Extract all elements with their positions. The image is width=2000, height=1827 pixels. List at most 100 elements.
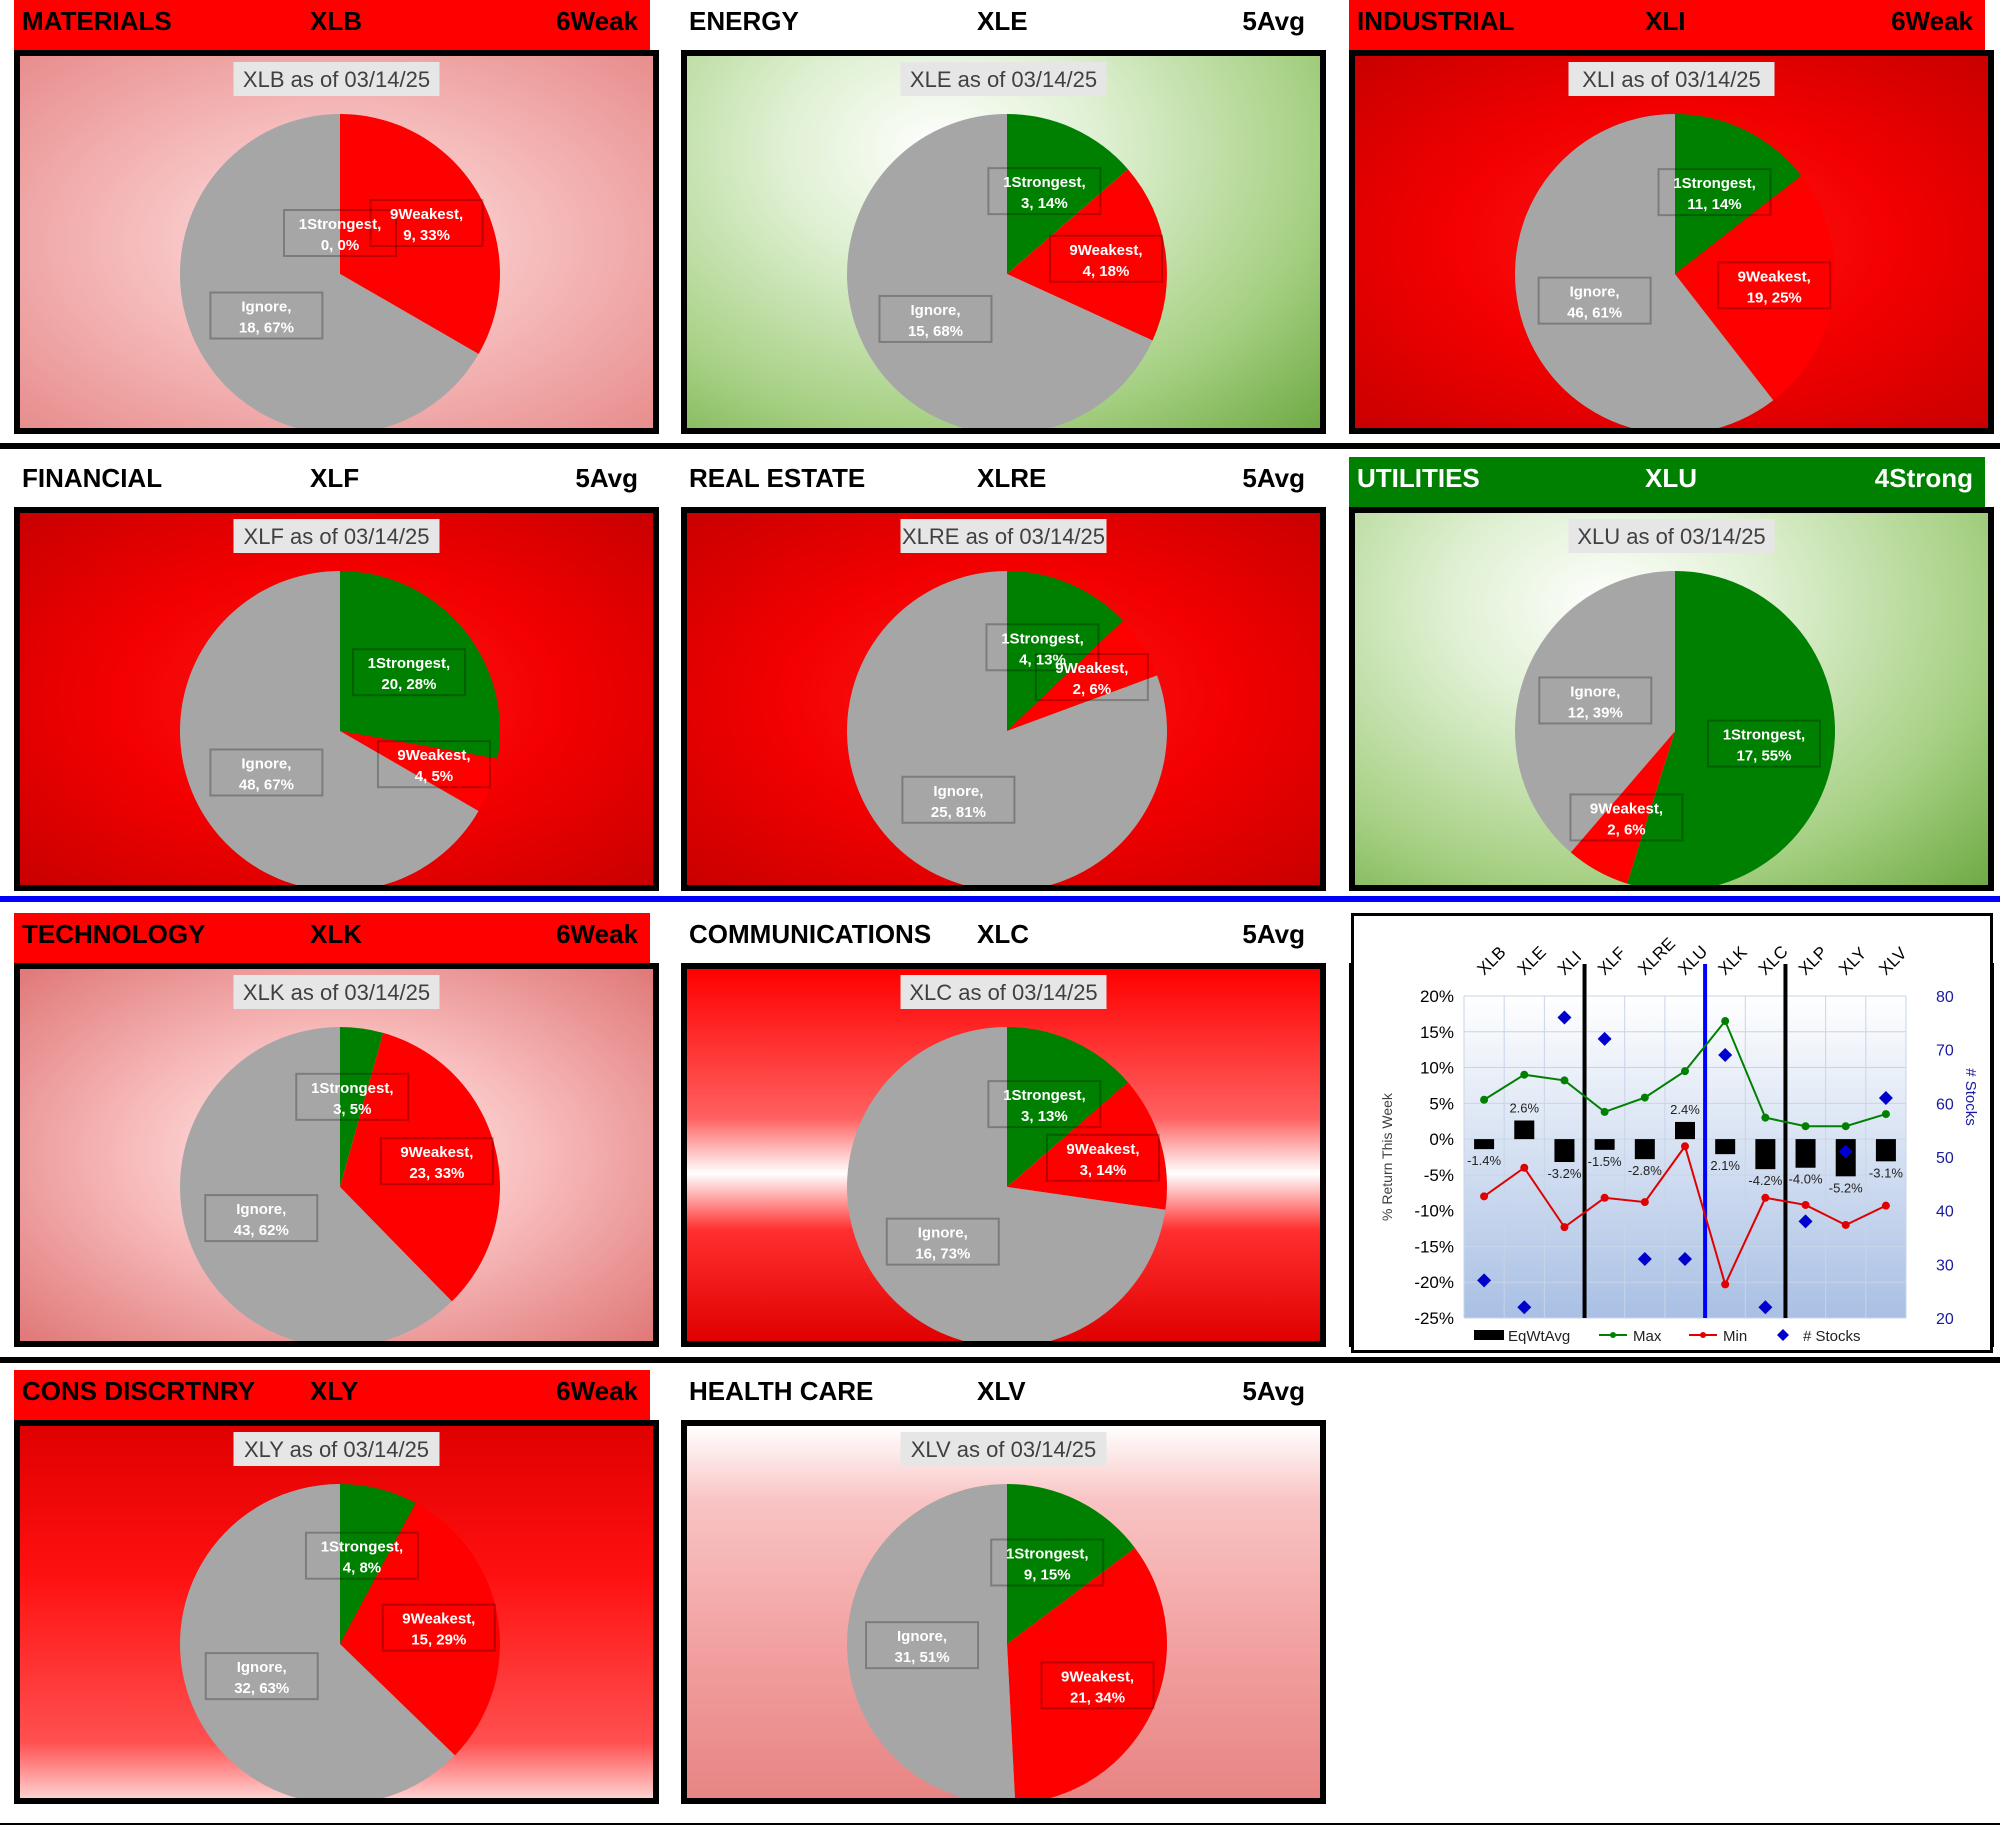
pie-label-name: 1Strongest, bbox=[299, 216, 382, 233]
pie-slice-strong bbox=[1007, 1484, 1135, 1644]
sector-rating: 6Weak bbox=[556, 6, 638, 36]
pie-title: XLV as of 03/14/25 bbox=[911, 1437, 1097, 1462]
eqwtavg-bar bbox=[1554, 1139, 1575, 1163]
eqwtavg-bar bbox=[1474, 1139, 1495, 1150]
pie-label-box bbox=[901, 775, 1016, 824]
pie-label-box bbox=[209, 748, 324, 797]
pie-slice-ignore bbox=[847, 571, 1167, 885]
pie-label-name: 1Strongest, bbox=[1006, 1545, 1089, 1562]
x-tick-label: XLP bbox=[1795, 943, 1831, 979]
stocks-marker bbox=[1718, 1048, 1733, 1063]
pie-label-name: 9Weakest, bbox=[1055, 660, 1128, 677]
sector-ticker: XLK bbox=[310, 919, 362, 949]
pie-label-value: 4, 5% bbox=[415, 768, 453, 785]
pie-panel-xlu: XLU as of 03/14/25 1Strongest, 17, 55% 9Wea… bbox=[1349, 507, 1994, 891]
min-point bbox=[1721, 1280, 1730, 1289]
sector-header-xlk: TECHNOLOGY XLK 6Weak bbox=[14, 913, 650, 965]
pie-label-weak: 9Weakest, 2, 6% bbox=[1569, 793, 1684, 842]
pie-title-box bbox=[900, 975, 1107, 1009]
pie-label-ignore: Ignore, 18, 67% bbox=[209, 291, 324, 340]
stocks-marker bbox=[1477, 1273, 1492, 1288]
x-tick-label: XLE bbox=[1514, 943, 1550, 979]
pie-label-name: 1Strongest, bbox=[1001, 630, 1084, 647]
max-point bbox=[1520, 1070, 1529, 1079]
max-point bbox=[1881, 1110, 1890, 1119]
x-tick-label: XLF bbox=[1594, 943, 1629, 978]
pie-label-strong: 1Strongest, 0, 0% bbox=[283, 209, 397, 257]
pie-slice-weak bbox=[340, 1032, 500, 1302]
pie-label-value: 3, 14% bbox=[1021, 195, 1068, 212]
y2-tick-label: 60 bbox=[1936, 1096, 1954, 1113]
pie-label-name: 1Strongest, bbox=[368, 655, 451, 672]
pie-title: XLF as of 03/14/25 bbox=[244, 524, 430, 549]
eqwtavg-label: -4.0% bbox=[1789, 1172, 1823, 1187]
pie-label-box bbox=[1034, 653, 1149, 702]
min-point bbox=[1560, 1223, 1569, 1232]
sector-name: MATERIALS bbox=[22, 6, 172, 36]
legend-label: Min bbox=[1723, 1328, 1747, 1345]
eqwtavg-label: -5.2% bbox=[1829, 1180, 1863, 1195]
pie-label-name: Ignore, bbox=[241, 756, 291, 773]
min-point bbox=[1600, 1193, 1609, 1202]
pie-label-name: 9Weakest, bbox=[1738, 268, 1811, 285]
sector-ticker: XLI bbox=[1645, 6, 1686, 36]
eqwtavg-bar bbox=[1875, 1139, 1896, 1162]
min-point bbox=[1881, 1201, 1890, 1210]
pie-chart-xlk: XLK as of 03/14/25 1Strongest, 3, 5% 9Weake… bbox=[180, 975, 500, 1341]
pie-label-box bbox=[990, 1538, 1105, 1587]
pie-label-name: 1Strongest, bbox=[321, 1539, 404, 1556]
pie-slice-ignore bbox=[180, 1027, 452, 1341]
max-point bbox=[1761, 1113, 1770, 1122]
pie-label-strong: 1Strongest, 17, 55% bbox=[1706, 719, 1821, 768]
row-separator-2 bbox=[0, 896, 2000, 902]
sector-rating: 6Weak bbox=[556, 1376, 638, 1406]
pie-panel-xli: XLI as of 03/14/25 1Strongest, 11, 14% 9Wea… bbox=[1349, 50, 1994, 434]
pie-slice-strong bbox=[1007, 1027, 1128, 1187]
pie-slice-ignore bbox=[1515, 571, 1675, 853]
eqwtavg-label: -2.8% bbox=[1628, 1163, 1662, 1178]
pie-label-ignore: Ignore, 15, 68% bbox=[878, 294, 993, 343]
pie-title-box bbox=[900, 62, 1107, 96]
sector-header-xle: ENERGY XLE 5Avg bbox=[681, 0, 1317, 52]
min-point bbox=[1801, 1200, 1810, 1209]
pie-label-box bbox=[1717, 261, 1832, 310]
pie-slice-strong bbox=[340, 1484, 416, 1644]
pie-label-name: Ignore, bbox=[1570, 683, 1620, 700]
y-tick-label: 10% bbox=[1420, 1059, 1454, 1078]
pie-label-value: 9, 15% bbox=[1024, 1566, 1071, 1583]
pie-label-weak: 9Weakest, 21, 34% bbox=[1040, 1661, 1155, 1710]
pie-label-box bbox=[209, 291, 324, 340]
sector-name: CONS DISCRTNRY bbox=[22, 1376, 256, 1406]
sector-ticker: XLU bbox=[1645, 463, 1697, 493]
pie-label-ignore: Ignore, 31, 51% bbox=[865, 1621, 980, 1670]
y-tick-label: -15% bbox=[1414, 1237, 1454, 1256]
pie-slice-ignore bbox=[1514, 114, 1774, 428]
pie-label-value: 18, 67% bbox=[239, 320, 294, 337]
legend-label: EqWtAvg bbox=[1508, 1328, 1570, 1345]
pie-label-name: Ignore, bbox=[933, 783, 983, 800]
pie-label-value: 21, 34% bbox=[1070, 1689, 1125, 1706]
pie-slice-weak bbox=[340, 114, 500, 354]
pie-label-value: 15, 68% bbox=[908, 323, 963, 340]
pie-title: XLU as of 03/14/25 bbox=[1577, 524, 1765, 549]
pie-label-ignore: Ignore, 16, 73% bbox=[885, 1217, 1000, 1266]
pie-label-name: Ignore, bbox=[910, 302, 960, 319]
pie-title: XLC as of 03/14/25 bbox=[909, 980, 1097, 1005]
pie-title-box bbox=[233, 519, 440, 553]
pie-chart-xly: XLY as of 03/14/25 1Strongest, 4, 8% 9Weake… bbox=[180, 1432, 501, 1798]
sector-header-xli: INDUSTRIAL XLI 6Weak bbox=[1349, 0, 1985, 52]
sector-rating: 6Weak bbox=[1891, 6, 1973, 36]
sector-ticker: XLV bbox=[977, 1376, 1026, 1406]
min-point bbox=[1640, 1198, 1649, 1207]
pie-slice-ignore bbox=[847, 1484, 1015, 1798]
min-point bbox=[1681, 1142, 1689, 1151]
sector-rating: 5Avg bbox=[575, 463, 638, 493]
pie-label-strong: 1Strongest, 11, 14% bbox=[1657, 168, 1772, 217]
pie-panel-xlk: XLK as of 03/14/25 1Strongest, 3, 5% 9Weake… bbox=[14, 963, 659, 1347]
y-tick-label: -20% bbox=[1414, 1273, 1454, 1292]
eqwtavg-bar bbox=[1634, 1139, 1655, 1160]
pie-slice-weak bbox=[1007, 1547, 1167, 1798]
pie-label-box bbox=[1048, 234, 1163, 283]
eqwtavg-label: -1.5% bbox=[1588, 1154, 1622, 1169]
pie-label-box bbox=[376, 740, 491, 789]
